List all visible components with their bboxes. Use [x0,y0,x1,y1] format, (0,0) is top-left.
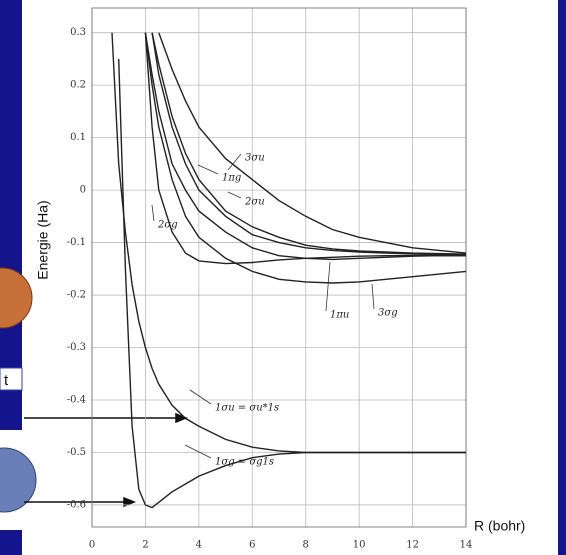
leader-line [371,283,375,310]
panel [22,0,558,555]
curve [144,32,466,265]
curve [151,32,466,255]
y-tick-label: -0.2 [67,290,86,301]
curve-label: 1πu [330,310,349,321]
curve-label: 2σg [157,220,178,231]
curves [111,32,466,509]
x-tick-label: 10 [353,540,366,551]
curve-label: 1σu = σu*1s [215,403,279,414]
y-tick-label: 0.3 [70,27,86,38]
y-tick-label: 0.1 [70,132,86,143]
curve [111,32,466,454]
y-tick-label: -0.5 [67,447,86,458]
y-axis-label: Energie (Ha) [35,200,51,279]
sphere-image [0,267,33,329]
y-tick-label: -0.1 [67,237,86,248]
curve-label: 3σu [245,153,265,164]
curve [158,32,466,254]
curve-label: 1σg = σg1s [215,457,274,468]
curve-label: 3σg [378,308,398,319]
x-tick-label: 0 [89,540,95,551]
y-tick-label: -0.4 [67,395,86,406]
curve-label: 1πg [222,173,241,184]
x-tick-label: 6 [249,540,255,551]
x-tick-label: 14 [460,540,473,551]
y-tick-label: -0.3 [67,342,86,353]
leader-line [197,164,219,175]
x-axis-label: R (bohr) [474,518,525,534]
x-tick-label: 4 [196,540,202,551]
plot-frame [91,7,467,528]
curve [151,32,466,256]
leader-line [325,261,331,312]
x-tick-label: 12 [406,540,419,551]
curve [144,32,466,261]
x-tick-label: 8 [303,540,309,551]
leader-line [227,191,242,199]
leader-line [189,389,212,405]
y-tick-label: 0.2 [70,80,86,91]
sphere-image [0,447,37,513]
y-tick-label: 0 [80,185,86,196]
leader-line [227,153,242,171]
text-box [0,367,23,391]
leader-line [151,204,155,222]
curve [144,32,466,284]
leader-line [184,444,212,459]
y-tick-label: -0.6 [67,499,86,510]
sidebar-text: t [4,372,9,389]
arrows [24,412,189,508]
curve-label: 2σu [244,197,265,208]
x-tick-label: 2 [142,540,148,551]
